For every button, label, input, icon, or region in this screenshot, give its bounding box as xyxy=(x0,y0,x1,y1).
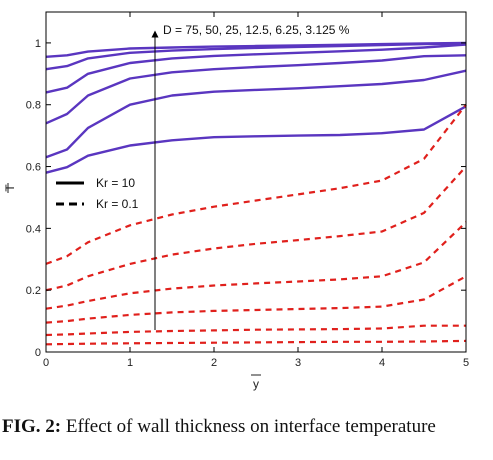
y-tick-label: 0.8 xyxy=(26,100,41,112)
series-kr10-line-6 xyxy=(45,105,467,174)
series-kr10-line-3 xyxy=(45,43,467,94)
y-tick-label: 0.2 xyxy=(26,285,41,297)
series-kr10-line-5 xyxy=(45,69,467,159)
x-tick-label: 0 xyxy=(43,357,49,369)
y-axis-label: T xyxy=(3,184,17,192)
legend: Kr = 10 Kr = 0.1 xyxy=(56,176,139,211)
x-tick-label: 5 xyxy=(463,357,469,369)
legend-label-kr10: Kr = 10 xyxy=(96,176,135,190)
figure-caption: FIG. 2: Effect of wall thickness on inte… xyxy=(2,416,492,438)
x-tick-label: 1 xyxy=(127,357,133,369)
x-tick-label: 4 xyxy=(379,357,385,369)
series-kr01-line-5 xyxy=(45,324,466,337)
x-tick-label: 2 xyxy=(211,357,217,369)
y-tick-label: 0 xyxy=(35,347,41,359)
caption-text: Effect of wall thickness on interface te… xyxy=(65,416,436,437)
series-kr01-line-4 xyxy=(45,275,467,324)
y-tick-label: 1 xyxy=(35,38,41,50)
series-kr10-line-4 xyxy=(45,54,467,125)
legend-label-kr01: Kr = 0.1 xyxy=(96,197,139,211)
series-kr10-line-2 xyxy=(45,42,467,71)
series-kr01-line-6 xyxy=(45,339,467,346)
series-kr01-line-1 xyxy=(45,104,467,265)
chart: 0 1 2 3 4 5 0 0.2 0.4 0.6 0.8 1 D = 75, 50, 25, 12.… xyxy=(3,11,469,391)
y-tick-label: 0.4 xyxy=(26,223,41,235)
x-axis-label: y xyxy=(253,377,259,391)
caption-label: FIG. 2: xyxy=(2,416,62,437)
plot-frame xyxy=(45,11,467,353)
annotation-d-values: D = 75, 50, 25, 12.5, 6.25, 3.125 % xyxy=(163,23,350,37)
y-tick-label: 0.6 xyxy=(26,162,41,174)
x-tick-label: 3 xyxy=(295,357,301,369)
series-kr01-line-3 xyxy=(45,221,467,310)
